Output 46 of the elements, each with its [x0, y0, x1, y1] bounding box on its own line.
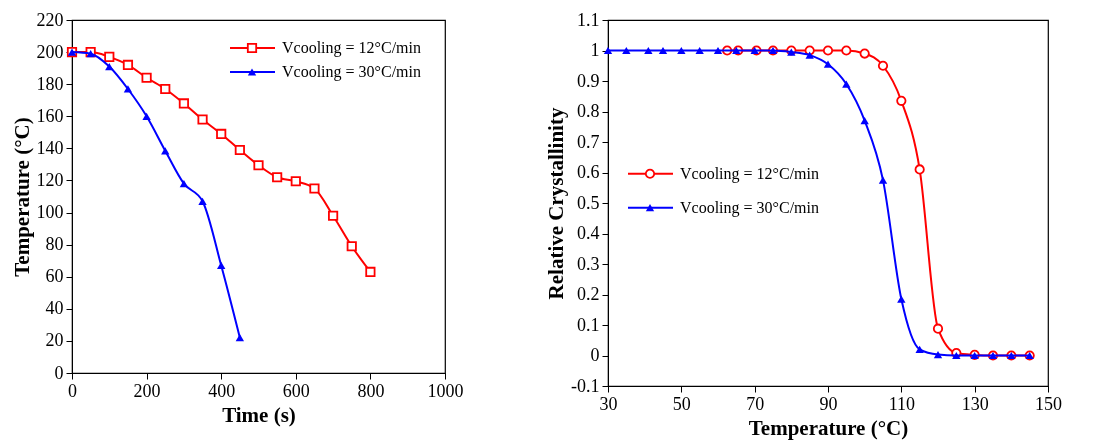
y-tick-label: 0.6 [577, 162, 600, 182]
y-tick-label: 60 [45, 266, 64, 287]
y-tick-label: 20 [45, 330, 64, 351]
y-tick-label: 0.2 [577, 284, 600, 304]
y-tick-label: 40 [45, 298, 64, 319]
x-axis-title: Time (s) [222, 402, 296, 427]
y-tick-label: -0.1 [571, 375, 600, 396]
y-tick-label: 1 [590, 40, 600, 60]
y-tick-label: 0.5 [577, 192, 600, 213]
y-tick-label: 0.9 [577, 70, 600, 91]
legend-label: Vcooling = 12°C/min [680, 164, 819, 183]
legend-label: Vcooling = 12°C/min [282, 39, 421, 57]
x-tick-label: 130 [961, 393, 989, 414]
y-tick-label: 100 [36, 202, 64, 223]
x-tick-label: 400 [208, 380, 236, 401]
legend-label: Vcooling = 30°C/min [282, 63, 421, 81]
y-tick-label: 120 [36, 169, 64, 190]
x-tick-label: 50 [672, 393, 691, 414]
y-tick-label: 0.3 [577, 253, 600, 274]
y-axis-title: Relative Crystallinity [544, 107, 569, 300]
y-tick-label: 0.4 [577, 223, 600, 243]
x-tick-label: 1000 [427, 380, 464, 401]
x-tick-label: 30 [599, 393, 618, 414]
x-tick-label: 90 [819, 393, 838, 414]
y-tick-label: 140 [36, 137, 64, 158]
y-tick-label: 0.8 [577, 101, 600, 121]
y-axis-title: Temperature (°C) [9, 117, 34, 277]
y-tick-label: 0 [590, 345, 600, 365]
y-tick-label: 1.1 [577, 9, 600, 30]
y-tick-label: 0 [54, 362, 64, 383]
x-tick-label: 0 [68, 380, 77, 401]
y-tick-label: 0.1 [577, 314, 600, 335]
x-tick-label: 150 [1035, 393, 1062, 414]
x-tick-label: 70 [746, 393, 765, 414]
y-tick-label: 200 [36, 41, 64, 62]
x-tick-label: 600 [282, 380, 310, 401]
x-tick-label: 110 [888, 393, 916, 414]
y-tick-label: 160 [36, 105, 64, 126]
x-tick-label: 200 [133, 380, 161, 401]
x-tick-label: 800 [357, 380, 385, 401]
legend-label: Vcooling = 30°C/min [680, 198, 819, 217]
y-tick-label: 220 [36, 9, 64, 30]
y-tick-label: 0.7 [577, 131, 600, 152]
y-tick-label: 80 [45, 234, 64, 255]
x-axis-title: Temperature (°C) [748, 415, 909, 440]
y-tick-label: 180 [36, 73, 64, 94]
